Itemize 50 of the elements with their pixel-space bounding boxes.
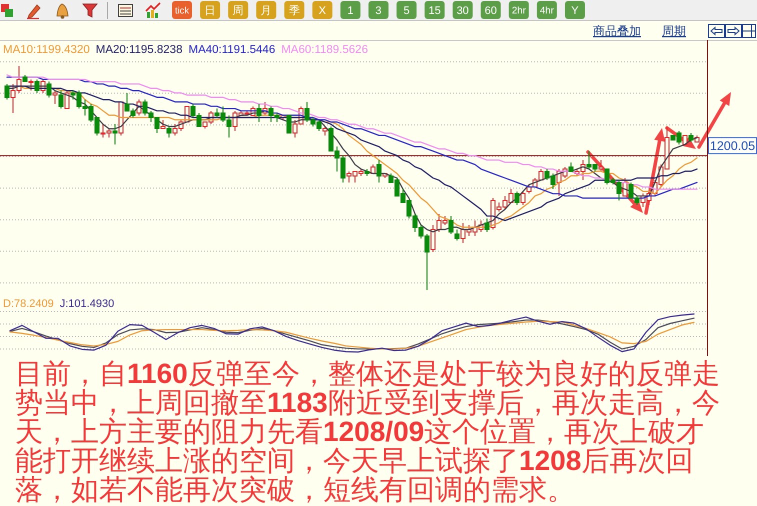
text: MA60:1189.5626 xyxy=(281,44,368,56)
text: MA20:1195.8238 xyxy=(96,44,182,56)
candlestick xyxy=(598,160,604,172)
text: 商品叠加 xyxy=(593,24,641,38)
candlestick xyxy=(484,218,490,232)
candlestick xyxy=(46,81,52,98)
candlestick xyxy=(34,78,40,94)
candlestick xyxy=(322,126,328,136)
category-label: 月 xyxy=(260,4,272,17)
candlestick xyxy=(286,114,292,134)
candlestick xyxy=(28,78,34,92)
category-label: 2hr xyxy=(512,5,527,16)
category-label: 周 xyxy=(232,4,244,17)
candlestick xyxy=(448,216,454,234)
candlestick xyxy=(568,162,574,172)
candlestick xyxy=(112,124,118,145)
category-label: 日 xyxy=(204,4,216,17)
category-label: 季 xyxy=(288,4,300,17)
text: D:78.2409 xyxy=(3,298,54,310)
category-label: Y xyxy=(571,4,580,17)
candlestick xyxy=(160,119,166,130)
candlestick xyxy=(58,90,64,110)
text: 1200.05 xyxy=(710,139,756,154)
candlestick xyxy=(52,90,58,105)
candlestick xyxy=(520,190,526,206)
category-label: 30 xyxy=(456,4,469,17)
category-label: 4hr xyxy=(540,5,555,16)
category-label: 3 xyxy=(375,4,382,17)
series-label: J:101.4930 xyxy=(60,298,114,310)
text: 周期 xyxy=(662,24,686,38)
candlestick xyxy=(64,90,70,110)
category-label: tick xyxy=(175,5,190,16)
category-label: 5 xyxy=(403,4,410,17)
candlestick xyxy=(682,134,688,145)
category-label: X xyxy=(318,4,327,17)
candlestick xyxy=(364,168,370,176)
text: MA40:1191.5446 xyxy=(188,44,276,56)
candlestick xyxy=(22,74,28,82)
candlestick xyxy=(166,126,172,138)
text: 目前，自1160反弹至今，整体还是处于较为良好的反弹走势当中，上周回撤至1183附近受到支撑后，再次走高，今天，上方主要的阻力先看1208/09这个位置，再次上破才能打开继续上涨的空间，今天早上试探了1208后再次回落，如若不能再次突破，短线有回调的需求。 xyxy=(15,358,720,505)
candlestick xyxy=(454,229,460,242)
candlestick xyxy=(256,104,262,122)
category-label: 15 xyxy=(428,4,441,17)
category-label: 1 xyxy=(347,4,354,17)
candlestick xyxy=(688,132,694,143)
text: MA10:1199.4320 xyxy=(3,44,90,56)
category-label: 60 xyxy=(484,4,497,17)
candlestick xyxy=(514,190,520,206)
candlestick xyxy=(376,160,382,183)
candlestick xyxy=(4,83,10,100)
